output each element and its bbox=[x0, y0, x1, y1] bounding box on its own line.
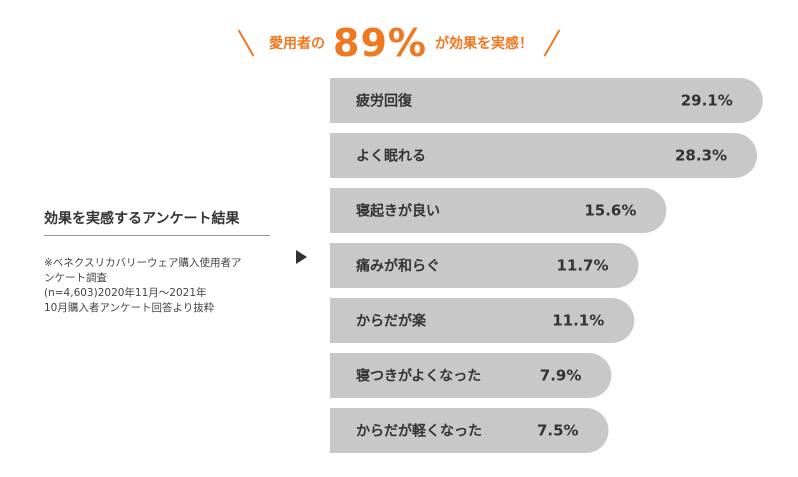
bar bbox=[330, 188, 667, 233]
triangle-right-icon bbox=[296, 250, 307, 264]
bar-category-label: 疲労回復 bbox=[356, 93, 413, 110]
bar bbox=[330, 298, 635, 343]
survey-title: 効果を実感するアンケート結果 bbox=[44, 208, 270, 236]
bar bbox=[330, 133, 758, 178]
survey-note-line: ※ベネクスリカバリーウェア購入使用者ア bbox=[44, 257, 242, 269]
bar-category-label: からだが軽くなった bbox=[356, 423, 482, 440]
bar-value-label: 11.7% bbox=[556, 257, 608, 275]
headline-percent: 89% bbox=[333, 21, 427, 65]
bar-value-label: 7.9% bbox=[540, 367, 582, 385]
headline-prefix: 愛用者の bbox=[269, 36, 326, 52]
survey-note-line: (n=4,603)2020年11月～2021年 bbox=[44, 287, 207, 299]
bar-value-label: 28.3% bbox=[675, 147, 727, 165]
headline-suffix: が効果を実感！ bbox=[434, 36, 533, 52]
bar bbox=[330, 243, 639, 288]
bar-value-label: 29.1% bbox=[681, 92, 733, 110]
survey-note-line: 10月購入者アンケート回答より抜粋 bbox=[44, 302, 215, 314]
survey-note-line: ンケート調査 bbox=[44, 272, 107, 284]
headline: 愛用者の 89% が効果を実感！ bbox=[0, 18, 798, 68]
bar-category-label: 寝つきがよくなった bbox=[356, 368, 481, 385]
bar-value-label: 7.5% bbox=[537, 422, 579, 440]
bar-value-label: 15.6% bbox=[584, 202, 636, 220]
bar-category-label: 寝起きが良い bbox=[356, 203, 440, 220]
bar-value-label: 11.1% bbox=[552, 312, 604, 330]
bar bbox=[330, 353, 612, 398]
bar bbox=[330, 408, 609, 453]
bar-category-label: 痛みが和らぐ bbox=[355, 258, 440, 275]
bar bbox=[330, 78, 763, 123]
bar-category-label: からだが楽 bbox=[356, 313, 427, 330]
survey-note: ※ベネクスリカバリーウェア購入使用者ア ンケート調査 (n=4,603)2020… bbox=[44, 256, 284, 316]
bar-category-label: よく眠れる bbox=[356, 149, 426, 165]
